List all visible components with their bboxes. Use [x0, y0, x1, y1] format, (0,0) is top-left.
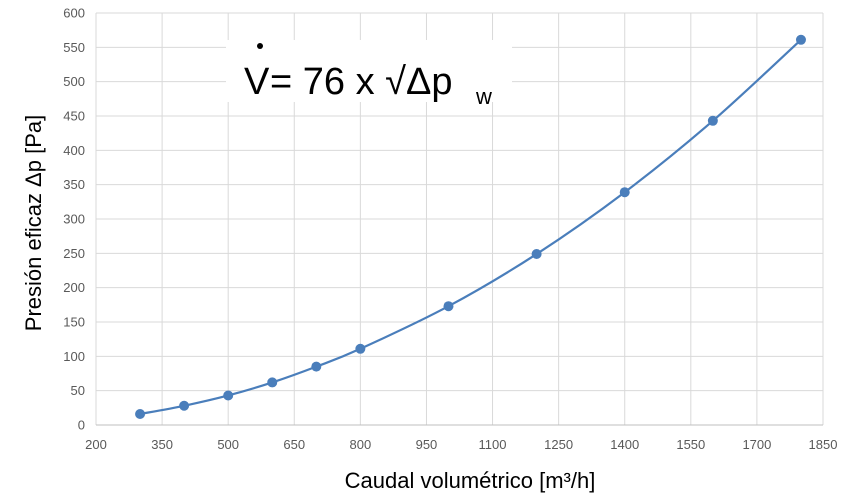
- flow-rate-dot: [257, 43, 263, 49]
- formula-annotation: V = 76 x √Δp w: [226, 40, 512, 109]
- x-tick-label: 800: [350, 437, 372, 452]
- y-tick-label: 150: [63, 315, 85, 330]
- data-point: [707, 115, 718, 126]
- formula-subscript: w: [475, 84, 492, 109]
- data-point: [355, 343, 366, 354]
- x-tick-label: 1250: [544, 437, 573, 452]
- y-tick-label: 0: [78, 418, 85, 433]
- data-point: [795, 34, 806, 45]
- data-point: [267, 377, 278, 388]
- data-points: [135, 34, 806, 420]
- y-tick-label: 450: [63, 109, 85, 124]
- x-tick-label: 500: [217, 437, 239, 452]
- x-tick-label: 950: [416, 437, 438, 452]
- x-axis-ticks: 200 350 500 650 800 950 1100 1250 1400 1550 1700 18…: [85, 437, 837, 452]
- x-tick-label: 1700: [742, 437, 771, 452]
- data-point: [443, 301, 454, 312]
- data-point: [619, 187, 630, 198]
- y-tick-label: 300: [63, 212, 85, 227]
- y-tick-label: 350: [63, 177, 85, 192]
- y-tick-label: 400: [63, 143, 85, 158]
- data-point: [531, 249, 542, 260]
- x-tick-label: 1550: [676, 437, 705, 452]
- data-point: [223, 390, 234, 401]
- data-point: [179, 400, 190, 411]
- y-tick-label: 250: [63, 246, 85, 261]
- y-tick-label: 200: [63, 280, 85, 295]
- y-tick-label: 600: [63, 6, 85, 21]
- y-tick-label: 100: [63, 349, 85, 364]
- x-tick-label: 350: [151, 437, 173, 452]
- formula-background: [226, 40, 512, 102]
- x-tick-label: 1400: [610, 437, 639, 452]
- x-tick-label: 1850: [809, 437, 838, 452]
- formula-text: = 76 x √Δp: [270, 61, 453, 103]
- data-point: [311, 361, 322, 372]
- y-tick-label: 550: [63, 40, 85, 55]
- y-tick-label: 500: [63, 74, 85, 89]
- x-tick-label: 650: [283, 437, 305, 452]
- y-axis-title: Presión eficaz Δp [Pa]: [21, 115, 46, 331]
- x-tick-label: 200: [85, 437, 107, 452]
- data-point: [135, 409, 146, 420]
- formula-symbol: V: [244, 61, 270, 103]
- x-axis-title: Caudal volumétrico [m³/h]: [345, 468, 596, 493]
- y-tick-label: 50: [71, 383, 85, 398]
- x-tick-label: 1100: [479, 437, 507, 452]
- y-axis-ticks: 0 50 100 150 200 250 300 350 400 450 500 550 600: [63, 6, 85, 433]
